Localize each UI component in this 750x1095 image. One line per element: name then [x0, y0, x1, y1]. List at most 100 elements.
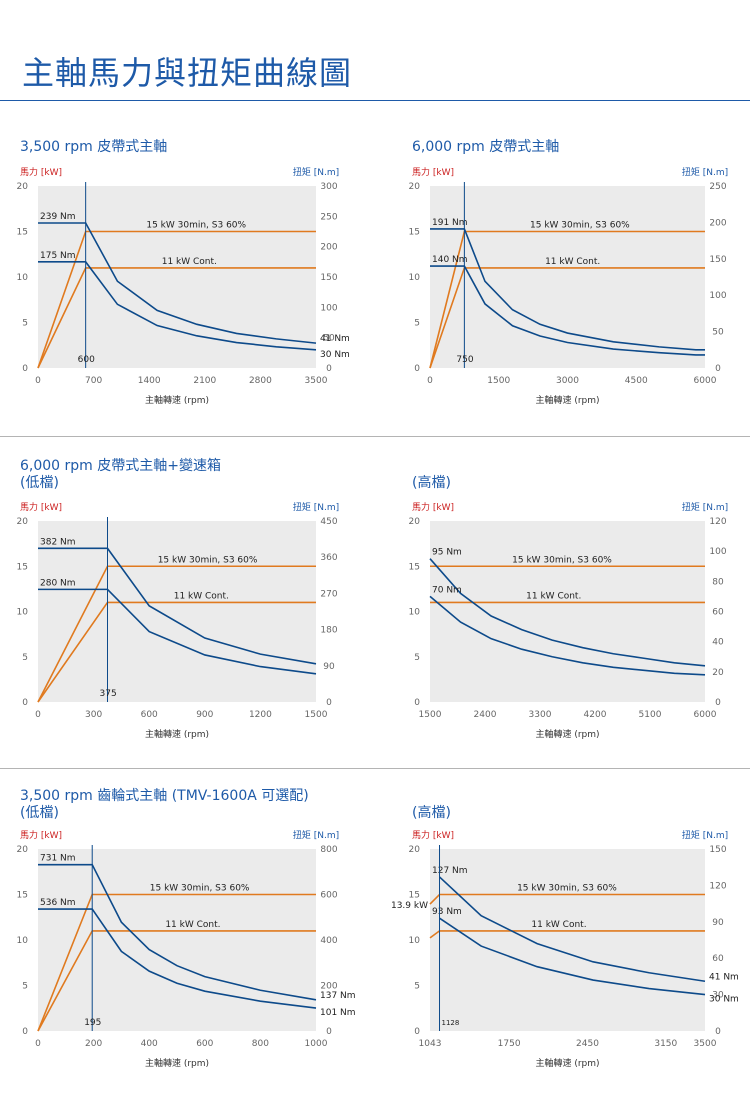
x-tick: 1000 — [305, 1039, 328, 1049]
x-tick: 0 — [427, 376, 433, 386]
panel-subtitle: (低檔) — [20, 805, 59, 821]
torque-curve — [438, 876, 706, 983]
y-tick-right: 450 — [320, 517, 337, 527]
y-tick-left: 5 — [414, 982, 420, 992]
torque-axis-label: 扭矩 [N.m] — [293, 166, 339, 178]
power-line-label: 11 kW Cont. — [526, 591, 581, 601]
y-tick-right: 0 — [715, 1027, 721, 1037]
y-tick-left: 10 — [17, 936, 29, 946]
x-tick: 5100 — [639, 710, 662, 720]
power-line-label: 15 kW 30min, S3 60% — [530, 221, 630, 231]
y-tick-right: 200 — [320, 982, 337, 992]
x-tick: 2450 — [576, 1039, 599, 1049]
y-tick-right: 600 — [320, 891, 337, 901]
panel-subtitle: (高檔) — [412, 805, 451, 821]
torque-peak-label: 239 Nm — [40, 212, 76, 222]
y-tick-left: 15 — [409, 891, 420, 901]
power-line-label: 15 kW 30min, S3 60% — [146, 221, 246, 231]
x-tick: 1750 — [498, 1039, 521, 1049]
y-tick-right: 0 — [326, 364, 332, 374]
torque-peak-label: 731 Nm — [40, 854, 76, 864]
x-tick: 300 — [85, 710, 102, 720]
y-tick-right: 800 — [320, 845, 337, 855]
torque-end-label: 41 Nm — [320, 334, 350, 344]
power-line-label: 11 kW Cont. — [531, 920, 586, 930]
y-tick-left: 5 — [22, 653, 28, 663]
x-tick: 1400 — [138, 376, 161, 386]
x-tick: 400 — [141, 1039, 158, 1049]
power-line-label: 11 kW Cont. — [165, 920, 220, 930]
plot-area — [430, 186, 705, 368]
x-tick: 1500 — [487, 376, 510, 386]
torque-axis-label: 扭矩 [N.m] — [293, 501, 339, 513]
torque-peak-label: 70 Nm — [432, 585, 462, 595]
section-divider — [0, 768, 750, 769]
power-line-label: 11 kW Cont. — [174, 591, 229, 601]
torque-curve — [38, 908, 317, 1009]
y-tick-right: 90 — [323, 662, 335, 672]
x-tick: 3150 — [654, 1039, 677, 1049]
x-tick: 700 — [85, 376, 102, 386]
torque-axis-label: 扭矩 [N.m] — [682, 829, 728, 841]
title-rule — [0, 100, 750, 101]
y-tick-right: 120 — [709, 517, 726, 527]
torque-curve — [38, 863, 317, 1001]
x-tick: 6000 — [694, 710, 717, 720]
y-tick-right: 150 — [709, 255, 726, 265]
torque-curve — [38, 222, 317, 344]
base-speed-label: 195 — [84, 1018, 101, 1028]
x-tick: 3300 — [529, 710, 552, 720]
x-axis-label: 主軸轉速 (rpm) — [145, 728, 209, 740]
y-tick-right: 120 — [709, 881, 726, 891]
x-tick: 3500 — [694, 1039, 717, 1049]
y-tick-left: 20 — [409, 517, 421, 527]
y-tick-right: 0 — [715, 698, 721, 708]
torque-peak-label: 95 Nm — [432, 548, 462, 558]
torque-peak-label: 382 Nm — [40, 537, 76, 547]
y-tick-left: 5 — [22, 319, 28, 329]
base-speed-label: 375 — [100, 689, 117, 699]
x-axis-label: 主軸轉速 (rpm) — [535, 1057, 599, 1069]
torque-curve — [38, 261, 317, 351]
y-tick-left: 20 — [17, 182, 29, 192]
torque-end-label: 101 Nm — [320, 1008, 356, 1018]
power-line-label: 15 kW 30min, S3 60% — [517, 884, 617, 894]
x-axis-label: 主軸轉速 (rpm) — [145, 1057, 209, 1069]
torque-axis-label: 扭矩 [N.m] — [682, 166, 728, 178]
x-tick: 1500 — [419, 710, 442, 720]
y-tick-left: 15 — [17, 562, 28, 572]
plot-area — [38, 849, 316, 1031]
x-axis-label: 主軸轉速 (rpm) — [535, 394, 599, 406]
torque-curve — [38, 588, 317, 675]
x-tick: 4500 — [625, 376, 648, 386]
x-axis-label: 主軸轉速 (rpm) — [535, 728, 599, 740]
y-tick-right: 50 — [323, 334, 335, 344]
torque-peak-label: 127 Nm — [432, 866, 468, 876]
y-tick-left: 15 — [17, 891, 28, 901]
y-tick-right: 360 — [320, 553, 337, 563]
x-tick: 900 — [196, 710, 213, 720]
torque-axis-label: 扭矩 [N.m] — [293, 829, 339, 841]
y-tick-left: 10 — [409, 608, 421, 618]
torque-end-label: 137 Nm — [320, 991, 356, 1001]
y-tick-right: 150 — [320, 273, 337, 283]
y-tick-left: 5 — [22, 982, 28, 992]
base-speed-label: 1128 — [442, 1019, 460, 1027]
y-tick-right: 60 — [712, 954, 724, 964]
y-tick-right: 200 — [709, 218, 726, 228]
y-tick-right: 270 — [320, 589, 337, 599]
y-tick-right: 250 — [709, 182, 726, 192]
y-tick-left: 0 — [22, 364, 28, 374]
y-tick-right: 400 — [320, 936, 337, 946]
y-tick-right: 50 — [712, 328, 724, 338]
torque-peak-label: 536 Nm — [40, 898, 76, 908]
power-start-label: 13.9 kW — [391, 901, 428, 911]
page-title: 主軸馬力與扭矩曲線圖 — [22, 54, 353, 92]
power-line-label: 11 kW Cont. — [545, 257, 600, 267]
torque-end-label: 30 Nm — [320, 350, 350, 360]
y-tick-right: 60 — [712, 608, 724, 618]
x-axis-label: 主軸轉速 (rpm) — [145, 394, 209, 406]
x-tick: 2800 — [249, 376, 272, 386]
power-line-label: 15 kW 30min, S3 60% — [512, 555, 612, 565]
